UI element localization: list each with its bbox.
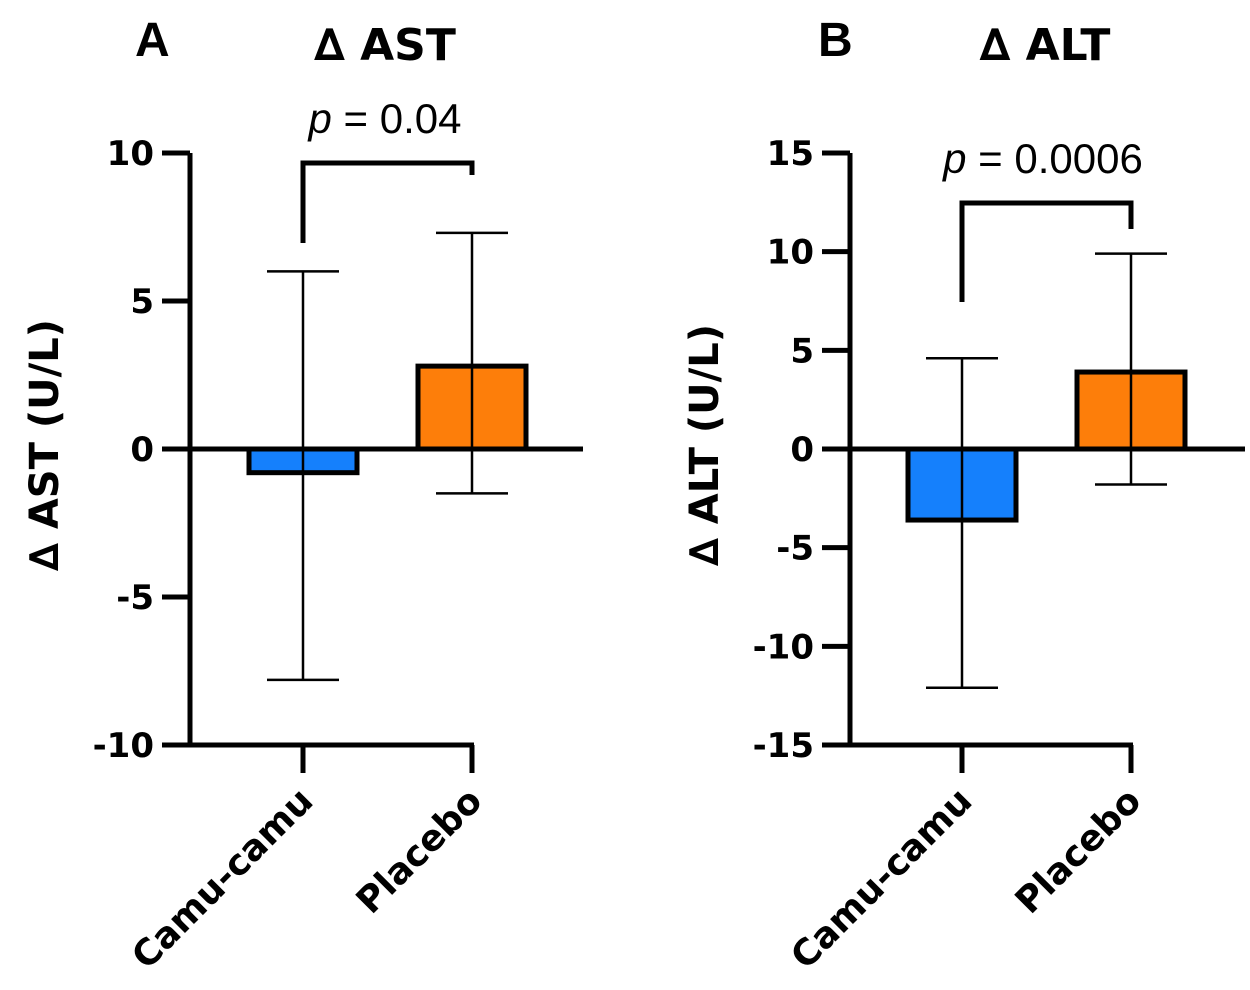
panel-b-y-tick-label: 0: [790, 430, 814, 470]
panel-b-label: B: [818, 14, 853, 67]
panel-a-p-text: = 0.04: [332, 95, 462, 142]
panel-a-title: ∆ AST: [314, 20, 456, 71]
panel-a-y-tick-label: -5: [116, 578, 154, 618]
panel-b-category-label: Camu-camu: [783, 780, 980, 977]
panel-b-p-value: p = 0.0006: [941, 135, 1143, 182]
panel-b-y-tick-label: 15: [767, 134, 814, 174]
panel-b-significance-bracket: [959, 200, 1134, 302]
panel-a-plot: 10 5 0 -5 -10 Camu-camu Placebo: [93, 134, 583, 977]
panel-a-y-tick-label: -10: [93, 726, 154, 766]
panel-b-y-tick-label: 5: [790, 331, 814, 371]
panel-b-y-tick-label: -15: [753, 726, 814, 766]
panel-b-p-text: = 0.0006: [967, 135, 1143, 182]
panel-a-p-symbol: p: [307, 95, 332, 142]
panel-a-y-tick-label: 5: [130, 282, 154, 322]
panel-a-y-tick-label: 10: [107, 134, 154, 174]
panel-b-p-symbol: p: [941, 135, 966, 182]
panel-a-category-label: Placebo: [349, 780, 491, 922]
panel-a-p-value: p = 0.04: [307, 95, 462, 142]
panel-a-y-axis-label: ∆ AST (U/L): [22, 319, 68, 571]
panel-b-y-axis-label: ∆ ALT (U/L): [682, 324, 728, 566]
panel-b-y-tick-label: 10: [767, 233, 814, 273]
panel-a-significance-bracket: [300, 160, 475, 243]
panel-b-category-label: Placebo: [1008, 780, 1150, 922]
panel-b-title: ∆ ALT: [980, 20, 1111, 71]
panel-b-y-tick-label: -5: [776, 529, 814, 569]
panel-a-y-tick-label: 0: [130, 430, 154, 470]
panel-a-category-label: Camu-camu: [124, 780, 321, 977]
panel-b-y-tick-label: -10: [753, 627, 814, 667]
panel-b-plot: 15 10 5 0 -5 -10 -15 Camu-camu Placebo: [753, 134, 1245, 977]
panel-a-label: A: [135, 14, 170, 67]
